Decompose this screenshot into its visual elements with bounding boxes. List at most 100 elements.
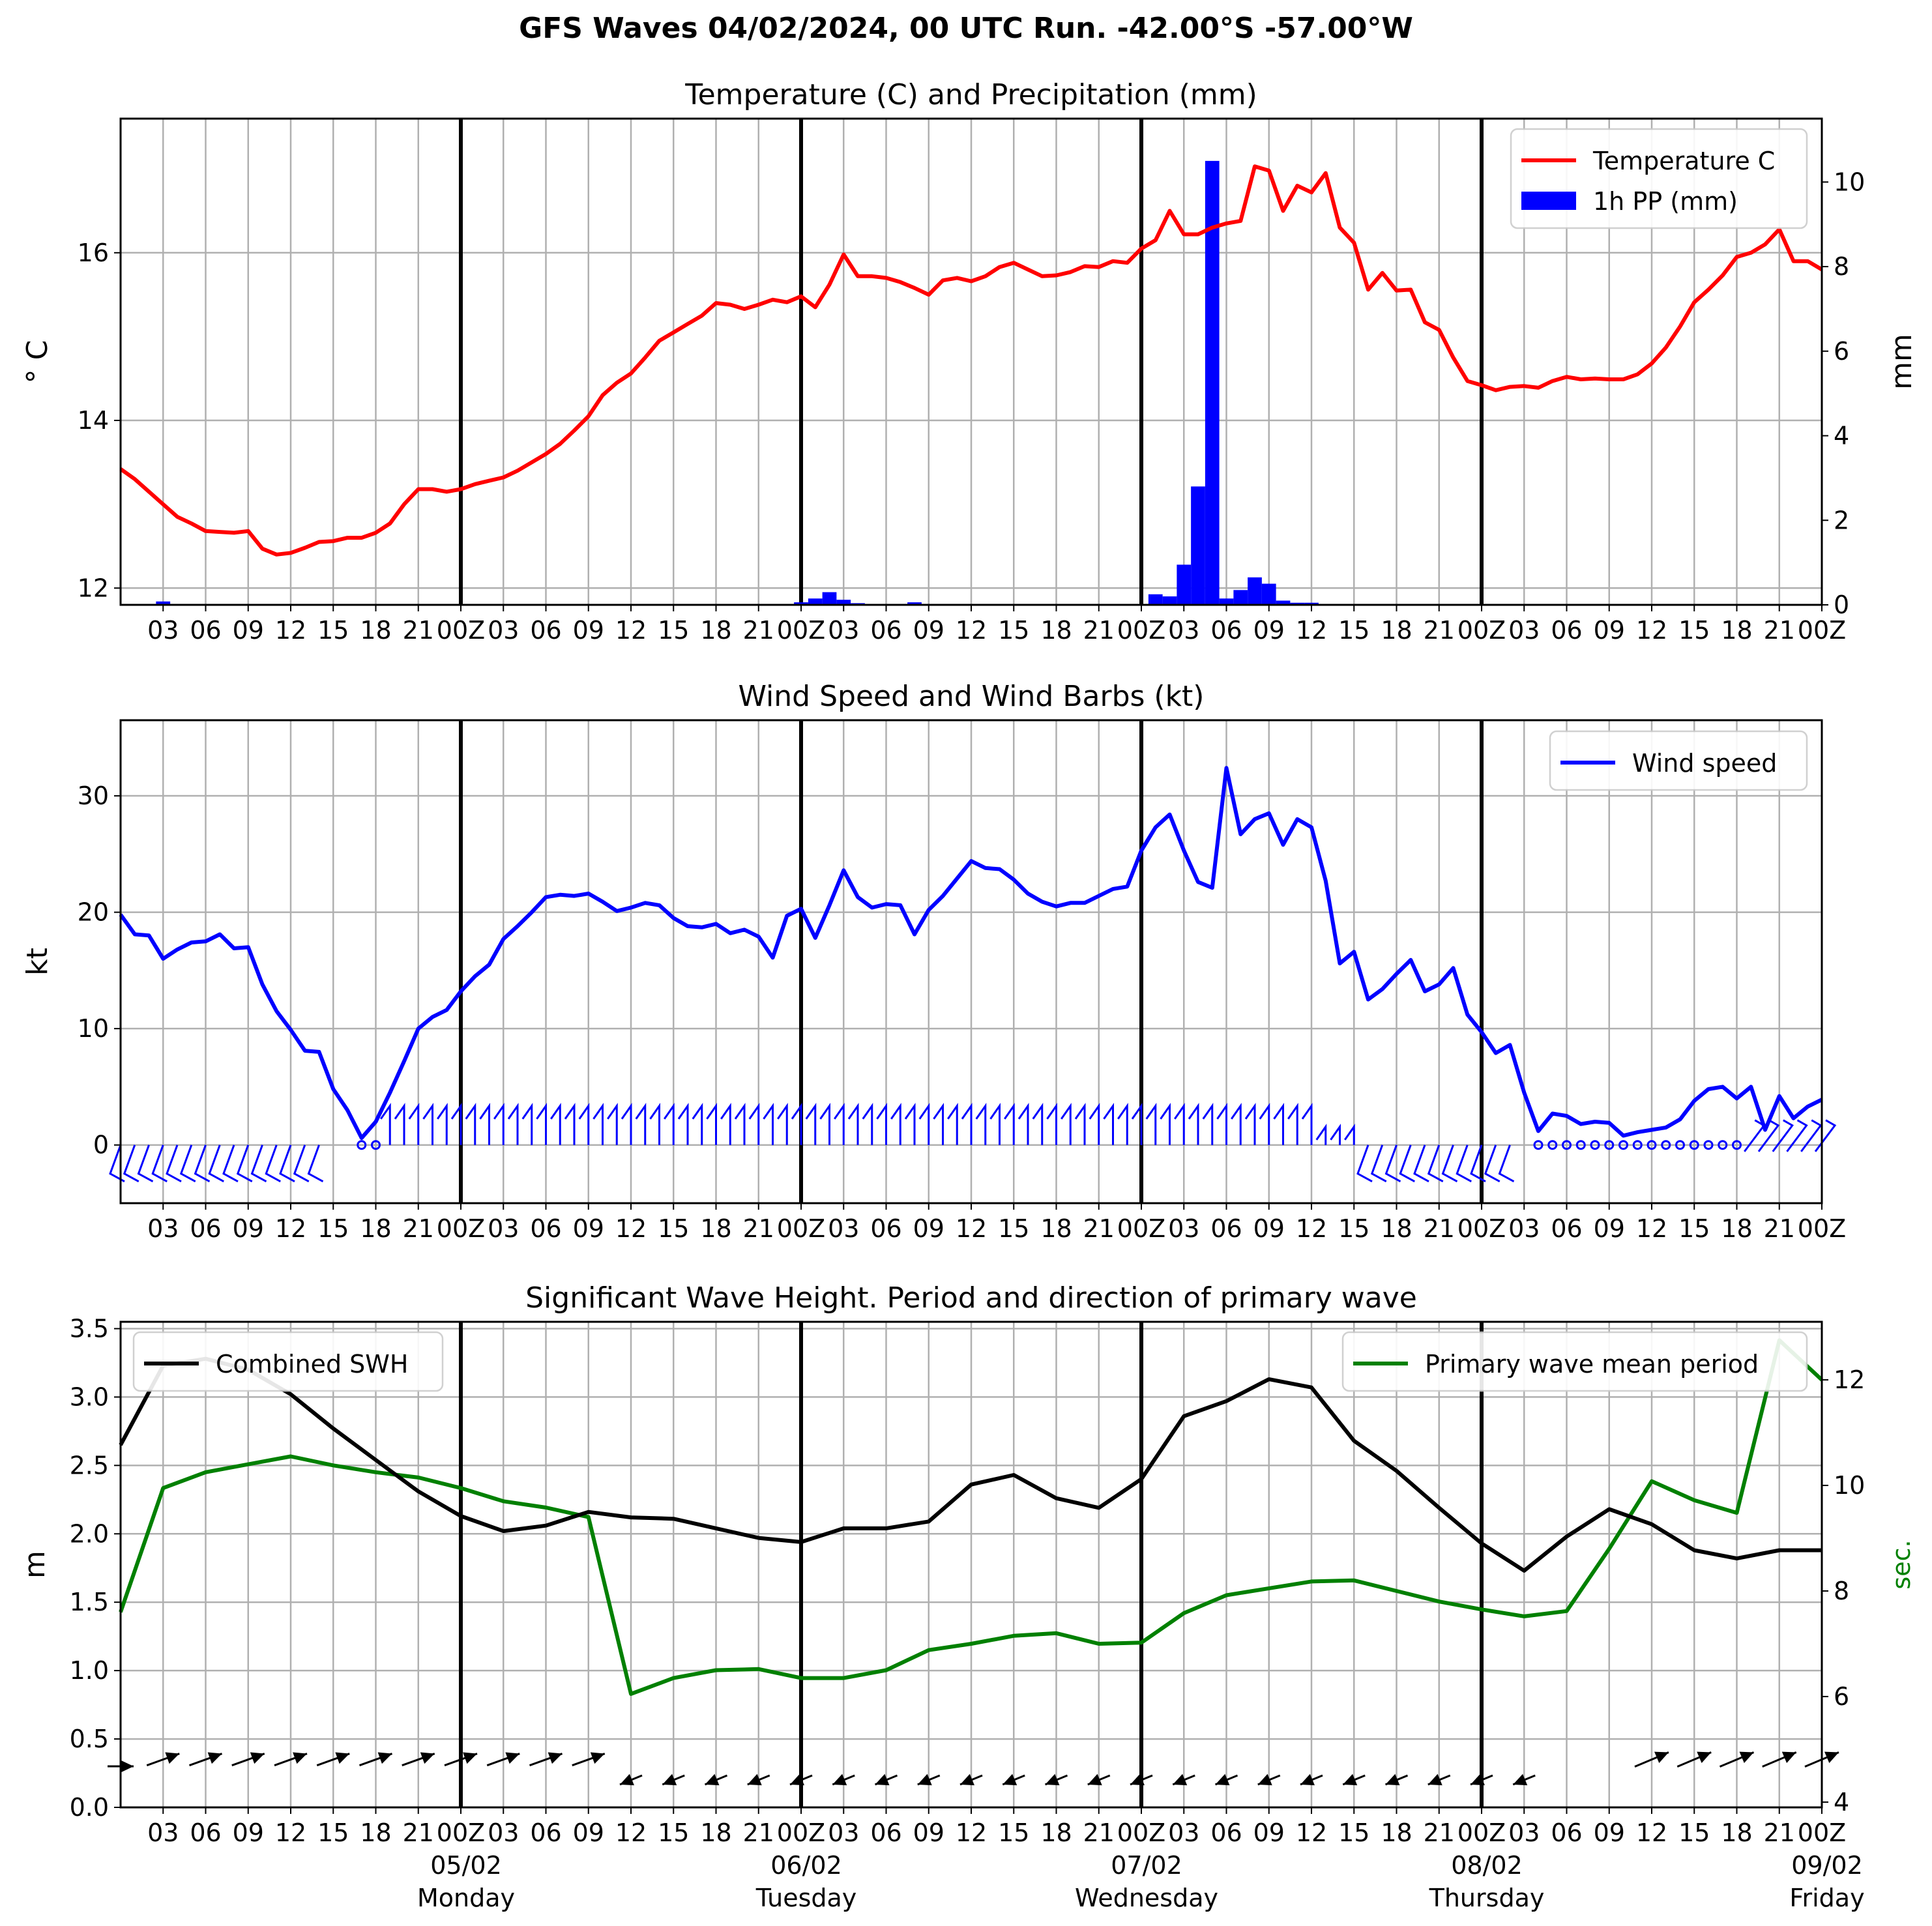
wind-barb [1017,1102,1029,1145]
wind-barb [1547,1140,1558,1150]
x-tick-label: 18 [700,616,731,645]
wind-barb [422,1102,433,1145]
wind-barb [1061,1102,1072,1145]
wind-barb [507,1102,519,1145]
wind-barb [450,1102,462,1145]
wave-period-line [119,1338,1824,1696]
wind-barb [1632,1140,1643,1150]
precip-bar [156,601,171,605]
wave-direction-arrowhead [747,1773,762,1786]
wind-barb [194,1145,211,1183]
y-tick-label: 3.0 [70,1382,109,1411]
legend-box [1510,128,1808,229]
panel-title: Temperature (C) and Precipitation (mm) [684,78,1257,111]
legend-box [1549,730,1808,791]
wind-barb [677,1102,689,1145]
x-tick-label: 03 [147,1818,179,1847]
wind-barb [493,1102,505,1145]
x-tick-label: 15 [998,616,1029,645]
wave-direction-arrowhead [1781,1751,1796,1763]
wave-direction-arrowhead [293,1752,307,1764]
wind-barb [1718,1140,1728,1150]
precip-bar [1162,596,1177,605]
wind-barb [834,1102,845,1145]
wind-barb [961,1102,973,1145]
wind-barb [279,1145,295,1183]
wave-direction-arrowhead [705,1773,720,1786]
y-tick-label: 0.5 [70,1725,109,1753]
legend-label: Temperature C [1592,147,1775,175]
y-tick-label: 3.5 [70,1314,109,1343]
date-label: 09/02 [1791,1851,1863,1880]
wind-barb [1675,1140,1685,1150]
x-tick-label: 21 [1764,616,1795,645]
precip-bar [907,602,922,605]
wave-direction-arrowhead [1427,1773,1442,1786]
wind-barb [1786,1119,1808,1152]
x-tick-label: 12 [1296,1214,1327,1243]
precip-bar [1205,160,1220,605]
wind-barb [1344,1123,1355,1145]
wind-barb [465,1102,476,1145]
wave-direction-arrowhead [1654,1751,1669,1763]
x-tick-label: 09 [233,616,264,645]
x-tick-label: 00Z [1117,1818,1165,1847]
wave-direction-arrowhead [1739,1751,1754,1763]
y-right-tick-label: 0 [1834,591,1849,619]
x-tick-label: 06 [530,1818,561,1847]
x-tick-label: 12 [275,1818,306,1847]
x-tick-label: 03 [488,1214,519,1243]
x-tick-label: 09 [1594,1818,1625,1847]
wind-barb [1427,1145,1444,1183]
wave-direction-arrowhead [1215,1773,1230,1786]
wave-direction-arrowhead [1471,1773,1485,1786]
y-right-axis-label: sec. [1887,1539,1916,1589]
wind-barb [706,1102,717,1145]
x-tick-label: 03 [147,1214,179,1243]
wave-direction-arrowhead [463,1752,477,1764]
panel-title: Wind Speed and Wind Barbs (kt) [739,680,1205,713]
wind-barb [521,1102,533,1145]
x-tick-label: 09 [1253,616,1285,645]
x-tick-label: 03 [828,1818,859,1847]
x-tick-label: 00Z [1117,616,1165,645]
x-tick-label: 12 [956,1818,987,1847]
wave-direction-arrowhead [335,1752,350,1764]
x-tick-label: 06 [530,1214,561,1243]
x-tick-label: 06 [1210,1214,1242,1243]
x-tick-label: 12 [615,1818,647,1847]
wind-barb [819,1102,830,1145]
x-tick-label: 12 [1636,616,1667,645]
wind-barb [876,1102,887,1145]
x-tick-label: 18 [360,616,391,645]
wind-barb [1131,1102,1143,1145]
wind-barb [564,1102,576,1145]
wind-barb [394,1102,405,1145]
x-tick-label: 18 [1040,1214,1072,1243]
x-tick-label: 15 [998,1818,1029,1847]
wind-barb [933,1102,944,1145]
y-right-tick-label: 4 [1834,1788,1849,1817]
x-tick-label: 09 [913,1214,944,1243]
y-right-tick-label: 4 [1834,422,1849,450]
legend-label: Wind speed [1632,749,1777,778]
x-tick-label: 09 [233,1818,264,1847]
x-tick-label: 18 [1381,616,1412,645]
wind-speed-line [119,766,1823,1140]
wind-barb [1689,1140,1699,1150]
wave-direction-arrowhead [1087,1773,1102,1786]
wind-barb [1800,1119,1822,1152]
x-tick-label: 06 [870,1214,901,1243]
x-tick-label: 21 [743,1818,774,1847]
x-tick-label: 15 [317,616,349,645]
wind-barb [1231,1102,1242,1145]
x-tick-label: 06 [530,616,561,645]
y-tick-label: 30 [78,781,109,810]
wind-barb [1145,1102,1157,1145]
x-tick-label: 06 [190,1818,221,1847]
x-tick-label: 03 [828,616,859,645]
precip-bar [1290,602,1305,605]
wave-direction-arrowhead [121,1760,134,1773]
x-tick-label: 06 [870,616,901,645]
wind-barb [1618,1140,1628,1150]
